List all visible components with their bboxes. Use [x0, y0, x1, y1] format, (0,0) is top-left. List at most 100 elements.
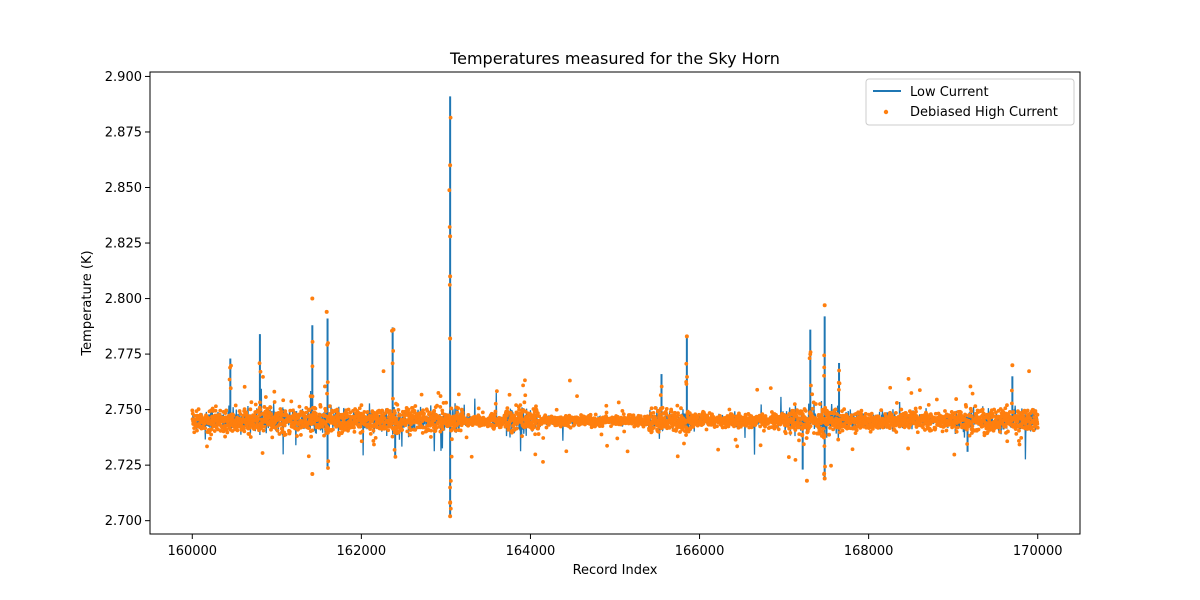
high-current-point	[992, 407, 997, 412]
high-current-point	[684, 433, 688, 437]
high-current-point	[705, 413, 710, 418]
high-current-point	[393, 410, 397, 415]
y-tick-label: 2.875	[105, 125, 142, 140]
high-current-point	[371, 438, 376, 443]
high-current-point	[786, 455, 791, 459]
high-current-point	[1035, 421, 1040, 426]
high-current-point	[915, 430, 920, 435]
high-current-point	[564, 449, 569, 454]
high-current-point	[371, 428, 376, 433]
high-current-point	[202, 421, 207, 426]
high-current-point	[684, 361, 689, 366]
high-current-point	[448, 479, 453, 483]
high-current-point	[776, 427, 781, 432]
high-current-point	[684, 379, 689, 384]
high-current-point	[257, 361, 262, 366]
high-current-point	[400, 409, 405, 414]
high-current-point	[515, 422, 520, 426]
high-current-point	[237, 409, 242, 413]
chart-title: Temperatures measured for the Sky Horn	[449, 49, 780, 68]
high-current-point	[304, 410, 309, 415]
high-current-point	[879, 408, 884, 413]
high-current-point	[536, 432, 541, 436]
high-current-point	[425, 409, 430, 413]
high-current-point	[456, 406, 461, 411]
high-current-point	[877, 415, 881, 420]
high-current-point	[259, 425, 264, 430]
high-current-point	[322, 433, 326, 438]
high-current-point	[447, 188, 452, 193]
high-current-point	[1021, 414, 1026, 419]
high-current-point	[331, 427, 335, 432]
high-current-point	[850, 447, 855, 452]
high-current-point	[275, 428, 280, 433]
high-current-point	[247, 432, 252, 436]
high-current-outlier	[684, 334, 689, 339]
high-current-point	[1017, 442, 1022, 447]
high-current-point	[228, 386, 233, 391]
high-current-point	[933, 411, 938, 416]
x-tick-label: 162000	[337, 544, 387, 559]
high-current-point	[460, 410, 465, 415]
high-current-point	[448, 506, 453, 511]
high-current-point	[261, 374, 265, 379]
high-current-point	[503, 417, 508, 422]
high-current-point	[812, 431, 816, 435]
high-current-point	[227, 377, 232, 382]
high-current-point	[224, 408, 229, 413]
high-current-point	[621, 412, 626, 417]
high-current-point	[438, 394, 443, 398]
high-current-point	[458, 428, 463, 433]
high-current-point	[731, 414, 736, 418]
high-current-point	[669, 409, 674, 414]
high-current-point	[678, 430, 682, 434]
high-current-point	[432, 408, 437, 413]
high-current-point	[854, 428, 859, 433]
high-current-point	[440, 408, 445, 413]
high-current-point	[195, 428, 199, 433]
high-current-point	[310, 364, 315, 369]
high-current-point	[1013, 427, 1018, 431]
high-current-point	[625, 449, 630, 454]
high-current-point	[261, 428, 266, 433]
high-current-point	[836, 437, 841, 442]
high-current-point	[326, 431, 330, 435]
x-tick-label: 166000	[675, 544, 725, 559]
high-current-point	[837, 368, 841, 373]
high-current-point	[682, 441, 686, 446]
high-current-point	[223, 434, 227, 439]
high-current-point	[794, 414, 799, 419]
high-current-point	[685, 374, 689, 379]
high-current-point	[1006, 429, 1010, 434]
high-current-point	[448, 485, 452, 490]
high-current-point	[762, 428, 766, 433]
high-current-point	[318, 413, 323, 418]
high-current-point	[604, 410, 609, 415]
high-current-point	[715, 424, 719, 429]
high-current-outlier	[310, 296, 315, 301]
high-current-point	[360, 429, 365, 434]
high-current-outlier	[804, 478, 809, 483]
high-current-point	[309, 413, 314, 418]
high-current-point	[1003, 424, 1008, 429]
high-current-point	[537, 414, 542, 419]
high-current-point	[828, 425, 832, 430]
high-current-point	[352, 429, 357, 434]
high-current-point	[505, 413, 509, 418]
high-current-point	[1031, 428, 1036, 433]
high-current-point	[658, 406, 663, 411]
high-current-point	[346, 407, 351, 412]
high-current-point	[1014, 431, 1019, 436]
high-current-point	[438, 429, 443, 434]
high-current-point	[444, 400, 448, 405]
high-current-point	[208, 436, 212, 441]
high-current-point	[653, 406, 658, 410]
high-current-point	[270, 435, 275, 440]
high-current-point	[908, 423, 913, 427]
high-current-point	[190, 408, 195, 413]
high-current-point	[492, 425, 497, 430]
high-current-point	[859, 408, 864, 413]
high-current-point	[476, 406, 481, 411]
high-current-point	[493, 409, 498, 414]
